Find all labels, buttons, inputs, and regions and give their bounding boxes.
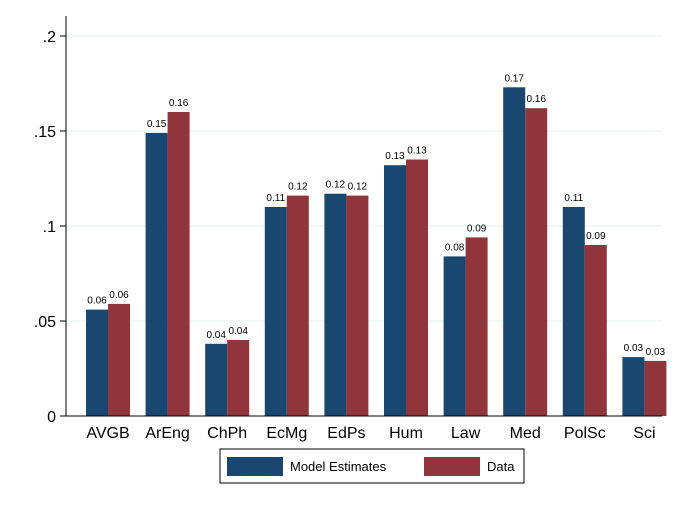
bar-data-sci bbox=[644, 360, 667, 416]
bar-model-estimates-polsc bbox=[562, 207, 585, 416]
data-label: 0.08 bbox=[445, 242, 465, 253]
data-label: 0.15 bbox=[147, 119, 167, 130]
x-tick-label: EcMg bbox=[266, 425, 307, 442]
legend-label-data: Data bbox=[487, 459, 515, 474]
data-labels: 0.060.060.150.160.04 0.040.110.12 0.12 0.12… bbox=[87, 73, 665, 358]
x-tick-label: ChPh bbox=[207, 425, 247, 442]
bar-model-estimates-sci bbox=[622, 357, 645, 416]
data-label: 0.03 bbox=[624, 343, 644, 354]
data-label: 0.17 bbox=[504, 73, 524, 84]
legend-swatch-data bbox=[424, 457, 480, 476]
x-tick-label: ArEng bbox=[145, 425, 189, 442]
x-tick-label: Med bbox=[510, 425, 541, 442]
bar-model-estimates-med bbox=[503, 87, 526, 417]
y-tick-label: 0 bbox=[47, 409, 56, 426]
bar-model-estimates-edps bbox=[324, 193, 347, 416]
data-label: 0.11 bbox=[266, 193, 285, 204]
bar-data-avgb bbox=[108, 303, 130, 416]
y-tick-label: .15 bbox=[34, 124, 56, 141]
bar-data-ecmg bbox=[286, 195, 309, 416]
x-tick-label: AVGB bbox=[86, 425, 129, 442]
bar-data-chph bbox=[227, 340, 250, 416]
x-tick-label: EdPs bbox=[327, 425, 365, 442]
legend-swatch-model-estimates bbox=[227, 457, 283, 476]
data-label: 0.12 bbox=[326, 180, 346, 191]
bar-data-med bbox=[525, 108, 548, 416]
data-label: 0.13 bbox=[407, 146, 427, 157]
data-label: 0.12 bbox=[288, 182, 308, 193]
x-tick-label: Law bbox=[451, 425, 481, 442]
legend: Model Estimates Data bbox=[219, 448, 525, 484]
bar-data-edps bbox=[346, 195, 369, 416]
y-tick-label: .05 bbox=[34, 314, 56, 331]
data-label: 0.11 bbox=[564, 193, 583, 204]
bar-model-estimates-avgb bbox=[86, 309, 108, 416]
x-tick-label: Hum bbox=[389, 425, 423, 442]
bar-model-estimates-areng bbox=[145, 132, 168, 416]
y-tick-label: .1 bbox=[43, 219, 56, 236]
bars bbox=[86, 87, 667, 417]
x-tick-label: PolSc bbox=[564, 425, 606, 442]
bar-model-estimates-hum bbox=[384, 165, 406, 416]
bar-data-law bbox=[465, 237, 488, 416]
data-label: 0.09 bbox=[586, 231, 606, 242]
legend-label-model-estimates: Model Estimates bbox=[290, 459, 387, 474]
data-label: 0.06 bbox=[87, 296, 107, 307]
data-label: 0.12 bbox=[348, 182, 368, 193]
bar-model-estimates-law bbox=[443, 256, 466, 416]
x-tick-label: Sci bbox=[633, 425, 655, 442]
y-tick-label: .2 bbox=[43, 29, 56, 46]
axes: 0 .05 .1 .15 .2 AVGB ArEng ChPh EcMg EdPs Hum Law Me… bbox=[34, 16, 662, 442]
bar-model-estimates-chph bbox=[205, 343, 228, 416]
bar-data-areng bbox=[167, 112, 190, 416]
bar-data-polsc bbox=[584, 245, 607, 416]
data-label: 0.03 bbox=[646, 347, 666, 358]
data-label: 0.09 bbox=[467, 223, 487, 234]
data-label: 0.13 bbox=[385, 151, 405, 162]
bar-model-estimates-ecmg bbox=[264, 207, 287, 416]
bar-data-hum bbox=[406, 159, 428, 416]
data-label: 0.06 bbox=[109, 290, 129, 301]
data-label: 0.16 bbox=[169, 98, 189, 109]
data-label: 0.16 bbox=[526, 94, 546, 105]
data-label: 0.04 bbox=[228, 326, 248, 337]
data-label: 0.04 bbox=[206, 330, 226, 341]
